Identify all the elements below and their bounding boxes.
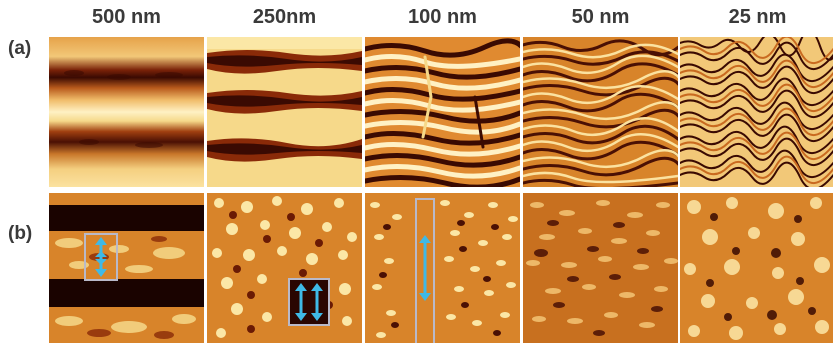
panel-b-250nm [207, 193, 362, 343]
column-label-500nm: 500 nm [92, 6, 161, 28]
panel-b-100nm [365, 193, 520, 343]
panel-b-50nm [523, 193, 678, 343]
column-label-25nm: 25 nm [728, 6, 787, 28]
column-label-250nm: 250nm [252, 6, 317, 28]
panel-a-50nm [523, 37, 678, 187]
panel-a-25nm [680, 37, 833, 187]
panel-a-250nm [207, 37, 362, 187]
row-label-b: (b) [8, 223, 33, 244]
column-label-50nm: 50 nm [571, 6, 630, 28]
row-label-a: (a) [8, 38, 32, 59]
panel-a-100nm [365, 37, 520, 187]
panel-b-25nm [680, 193, 833, 343]
panel-a-500nm [49, 37, 204, 187]
column-label-100nm: 100 nm [408, 6, 477, 28]
panel-b-500nm [49, 193, 204, 343]
